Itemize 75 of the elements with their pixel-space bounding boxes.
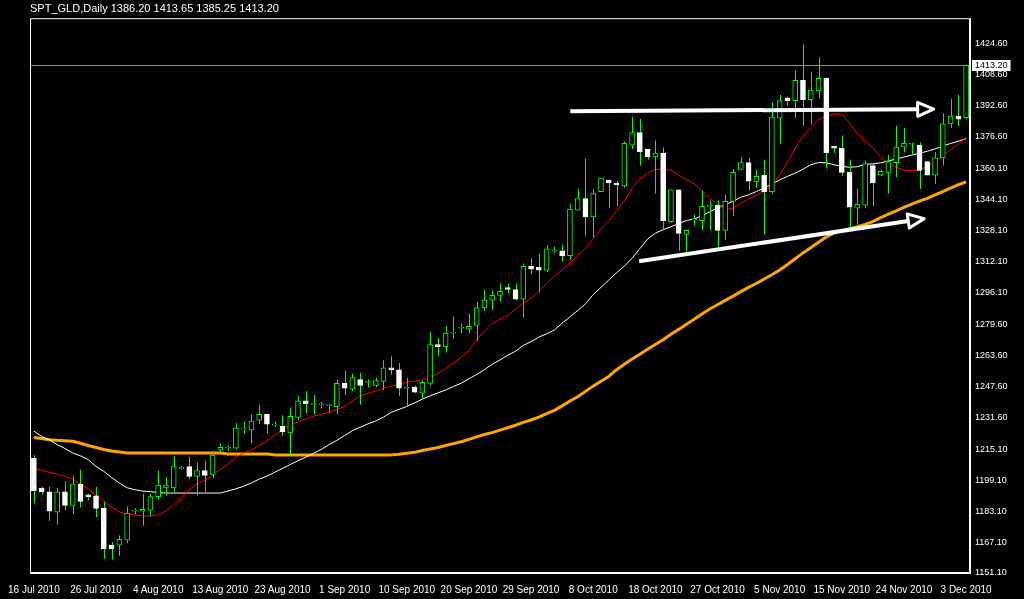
candlestick: [295, 395, 301, 421]
candlestick: [310, 394, 317, 415]
y-tick-label: 1167.10: [975, 536, 1007, 547]
x-tick-label: 4 Aug 2010: [132, 583, 184, 595]
candlestick: [590, 188, 597, 238]
x-tick-label: 10 Sep 2010: [378, 583, 436, 595]
x-tick-label: 3 Dec 2010: [940, 583, 993, 595]
candlestick: [287, 407, 294, 456]
y-tick-label: 1360.10: [975, 162, 1008, 173]
y-tick-label: 1183.10: [975, 505, 1007, 516]
y-tick-label: 1279.60: [975, 318, 1008, 329]
candlestick: [699, 190, 705, 231]
y-tick-label: 1392.60: [975, 99, 1008, 110]
candlestick: [69, 474, 76, 515]
y-tick-label: 1424.60: [975, 37, 1008, 48]
candlestick: [194, 462, 200, 497]
candlestick: [489, 289, 496, 311]
x-tick-label: 13 Aug 2010: [192, 583, 249, 595]
candlestick: [807, 71, 814, 125]
candlestick: [403, 377, 410, 408]
chart-title: SPT_GLD,Daily 1386.20 1413.65 1385.25 1413.20: [30, 1, 279, 14]
y-tick-label: 1312.10: [975, 255, 1008, 266]
x-tick-label: 23 Aug 2010: [254, 583, 311, 595]
x-tick-label: 20 Sep 2010: [440, 583, 498, 595]
y-tick-label: 1215.10: [975, 443, 1008, 454]
x-tick-label: 18 Oct 2010: [628, 583, 684, 595]
ref-line-label: 1413.20: [975, 59, 1008, 70]
candlestick: [62, 480, 68, 511]
candlestick: [256, 404, 262, 425]
x-tick-label: 29 Sep 2010: [502, 583, 560, 595]
candlestick: [800, 44, 806, 127]
candlestick: [466, 313, 472, 334]
candlestick: [54, 487, 61, 526]
candlestick: [93, 486, 99, 518]
x-tick-label: 1 Sep 2010: [319, 583, 371, 595]
candlestick: [357, 372, 363, 406]
y-tick-label: 1328.10: [975, 224, 1008, 235]
candlestick: [761, 159, 767, 235]
candlestick: [233, 422, 239, 450]
candlestick: [419, 380, 426, 400]
y-tick-label: 1296.10: [975, 286, 1008, 297]
y-tick-label: 1263.60: [975, 349, 1008, 360]
candlestick: [264, 412, 270, 435]
x-tick-label: 26 Jul 2010: [70, 583, 123, 595]
y-tick-label: 1408.60: [975, 68, 1008, 79]
candlestick: [932, 151, 938, 185]
x-tick-label: 5 Nov 2010: [754, 583, 806, 595]
x-tick-label: 27 Oct 2010: [690, 583, 746, 595]
y-tick-label: 1344.10: [975, 193, 1008, 204]
y-tick-label: 1247.60: [975, 380, 1008, 391]
candlestick: [706, 199, 713, 231]
candlestick: [792, 70, 799, 119]
y-tick-label: 1199.10: [975, 474, 1007, 485]
candlestick: [473, 301, 480, 342]
x-tick-label: 8 Oct 2010: [568, 583, 619, 595]
candlestick: [170, 455, 177, 493]
candlestick: [396, 362, 402, 397]
candlestick: [870, 163, 876, 207]
candlestick: [334, 379, 340, 415]
x-tick-label: 16 Jul 2010: [8, 583, 61, 595]
y-tick-label: 1231.60: [975, 411, 1008, 422]
candlestick: [450, 316, 457, 340]
candlestick: [341, 370, 348, 396]
candlestick: [637, 118, 643, 167]
candlestick: [186, 456, 193, 480]
candlestick: [629, 116, 635, 150]
x-tick-label: 15 Nov 2010: [813, 583, 871, 595]
x-tick-label: 24 Nov 2010: [875, 583, 933, 595]
y-tick-label: 1151.10: [975, 567, 1007, 578]
candlestick: [139, 493, 146, 527]
candlestick: [435, 337, 441, 357]
candlestick: [893, 125, 900, 178]
y-tick-label: 1376.60: [975, 130, 1008, 141]
candlestick: [155, 470, 162, 501]
candlestick: [240, 420, 247, 435]
